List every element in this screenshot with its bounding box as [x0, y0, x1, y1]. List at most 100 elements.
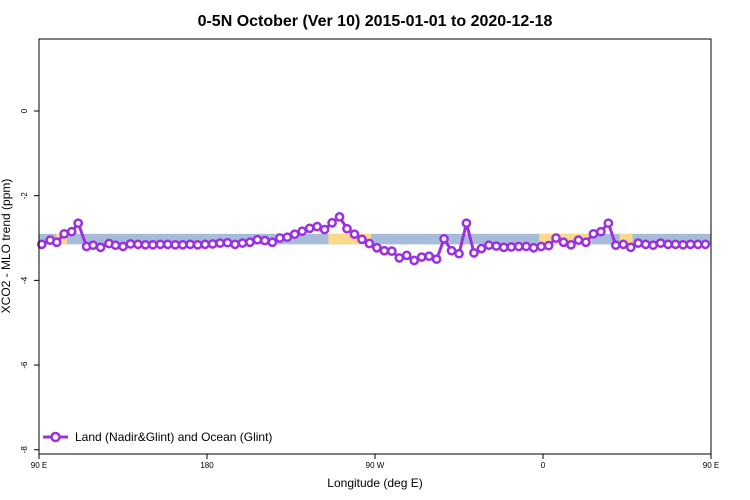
y-axis: 0 -2 -4 -6 -8	[20, 108, 39, 453]
x-axis-label: Longitude (deg E)	[327, 476, 422, 490]
data-point	[207, 239, 218, 249]
data-point	[491, 241, 502, 251]
data-point	[506, 242, 517, 252]
y-tick-label: 0	[20, 108, 29, 113]
data-point	[260, 235, 270, 246]
x-tick-label: 90 E	[703, 461, 719, 470]
data-point	[327, 217, 337, 228]
y-tick-label: -6	[20, 361, 29, 369]
x-tick-label: 0	[541, 461, 546, 470]
data-point	[700, 239, 711, 250]
data-point	[558, 237, 569, 248]
data-point	[446, 245, 457, 256]
x-tick-label: 90 W	[366, 461, 385, 470]
data-point	[342, 223, 352, 234]
data-point	[663, 239, 673, 250]
data-point	[416, 252, 427, 262]
data-point	[693, 239, 703, 250]
chart-title: 0-5N October (Ver 10) 2015-01-01 to 2020…	[198, 13, 553, 30]
data-point	[319, 224, 330, 235]
data-point	[155, 239, 166, 250]
data-point	[536, 241, 546, 252]
data-point	[431, 254, 442, 265]
y-tick-label: -4	[20, 276, 29, 284]
data-point	[304, 223, 315, 234]
land-band-segment	[328, 233, 372, 245]
data-point	[648, 240, 658, 251]
data-point	[59, 228, 70, 239]
data-point	[424, 251, 434, 262]
data-point	[133, 239, 143, 250]
data-point	[484, 240, 494, 251]
x-tick-label: 180	[200, 461, 214, 470]
y-tick-label: -2	[20, 192, 29, 200]
data-point	[394, 253, 405, 263]
data-point	[469, 248, 479, 258]
data-point	[521, 241, 532, 252]
data-point	[185, 239, 196, 250]
data-point	[267, 237, 278, 248]
legend-label: Land (Nadir&Glint) and Ocean (Glint)	[75, 430, 272, 444]
data-point	[95, 242, 106, 253]
data-point	[357, 234, 367, 245]
data-point	[140, 239, 151, 250]
data-point	[334, 212, 345, 222]
data-point	[282, 232, 293, 243]
data-point	[409, 255, 420, 266]
series-layer	[36, 212, 711, 266]
data-point	[566, 239, 576, 250]
data-point	[618, 239, 629, 250]
data-point	[215, 238, 225, 248]
data-point	[36, 239, 47, 250]
data-point	[551, 233, 561, 243]
data-point	[476, 243, 487, 254]
data-point	[401, 250, 412, 261]
data-point	[633, 238, 644, 248]
y-axis-label: XCO2 - MLO trend (ppm)	[0, 179, 13, 314]
legend-marker-swatch	[50, 431, 61, 443]
data-point	[177, 239, 188, 250]
data-point	[88, 240, 98, 251]
data-point	[73, 218, 84, 229]
data-point	[118, 241, 128, 252]
data-point	[610, 240, 621, 251]
ocean-band	[39, 233, 711, 245]
data-point	[312, 221, 322, 232]
data-point	[670, 239, 681, 250]
data-point	[162, 239, 173, 250]
data-point	[192, 239, 203, 250]
data-point	[581, 237, 591, 248]
data-point	[573, 235, 584, 245]
data-point	[543, 240, 554, 251]
data-point	[640, 239, 651, 250]
data-point	[439, 234, 449, 244]
data-point	[237, 238, 248, 248]
data-point	[51, 237, 62, 248]
data-point	[245, 237, 255, 248]
data-point	[685, 239, 696, 250]
data-point	[596, 226, 606, 237]
data-point	[461, 218, 472, 229]
data-point	[274, 233, 285, 243]
data-point	[372, 242, 382, 253]
data-point	[349, 229, 360, 240]
data-point	[66, 226, 77, 237]
data-point	[110, 240, 121, 251]
data-point	[655, 238, 666, 248]
data-point	[513, 241, 524, 252]
y-tick-label: -8	[20, 446, 29, 454]
data-point	[252, 234, 263, 245]
data-point	[454, 248, 464, 259]
data-point	[528, 242, 539, 253]
data-point	[125, 239, 136, 249]
legend: Land (Nadir&Glint) and Ocean (Glint)	[43, 430, 272, 444]
data-point	[379, 245, 390, 256]
data-point	[498, 242, 509, 253]
data-point	[170, 239, 181, 250]
data-point	[200, 239, 210, 250]
data-point	[230, 239, 240, 250]
data-point	[148, 239, 158, 250]
data-point	[625, 242, 636, 253]
